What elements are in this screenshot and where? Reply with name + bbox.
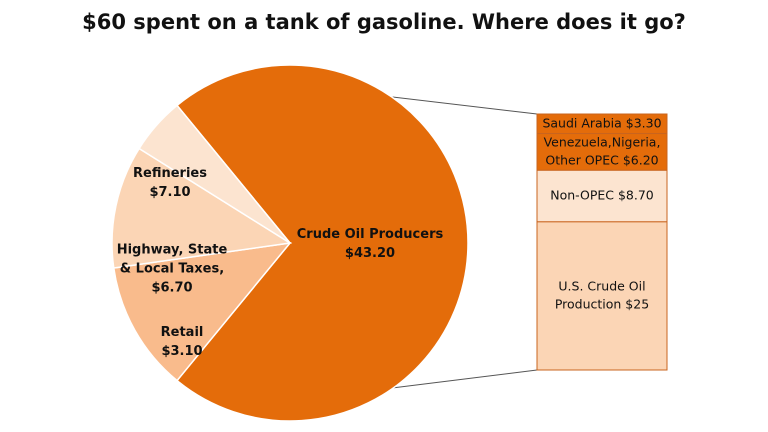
pie-slice-refineries-label: Refineries $7.10 xyxy=(133,166,207,200)
pie xyxy=(111,64,469,422)
pie-labels: Crude Oil Producers $43.20 Refineries $7.10… xyxy=(117,166,444,359)
bar-segment-u-s-crude-oil-label: U.S. Crude Oil Production $25 xyxy=(555,278,649,311)
bar-segment-non-opec-8-70-label: Non-OPEC $8.70 xyxy=(550,188,654,203)
pie-slice-highway-state-label: Highway, State & Local Taxes, $6.70 xyxy=(117,243,228,296)
bar-labels: Saudi Arabia $3.30 Venezuela,Nigeria, Othe… xyxy=(542,115,661,311)
pie-slice-crude-oil-producers-label: Crude Oil Producers $43.20 xyxy=(297,227,444,261)
pie-slice-refineries xyxy=(112,241,292,382)
pie-slice-retail xyxy=(138,104,291,244)
stacked-breakdown-bar xyxy=(536,113,668,371)
bar-segment-u-s-crude-oil xyxy=(536,221,668,371)
pie-slice-highway-state xyxy=(111,147,293,269)
pie-slice-retail-label: Retail $3.10 xyxy=(161,325,204,359)
bar-segment-venezuela-nigeria-label: Venezuela,Nigeria, Other OPEC $6.20 xyxy=(544,134,661,167)
chart-title: $60 spent on a tank of gasoline. Where d… xyxy=(82,10,686,34)
bar-segment-saudi-arabia-3-30-label: Saudi Arabia $3.30 xyxy=(542,115,661,130)
pie-slice-crude-oil-producers xyxy=(176,64,469,422)
